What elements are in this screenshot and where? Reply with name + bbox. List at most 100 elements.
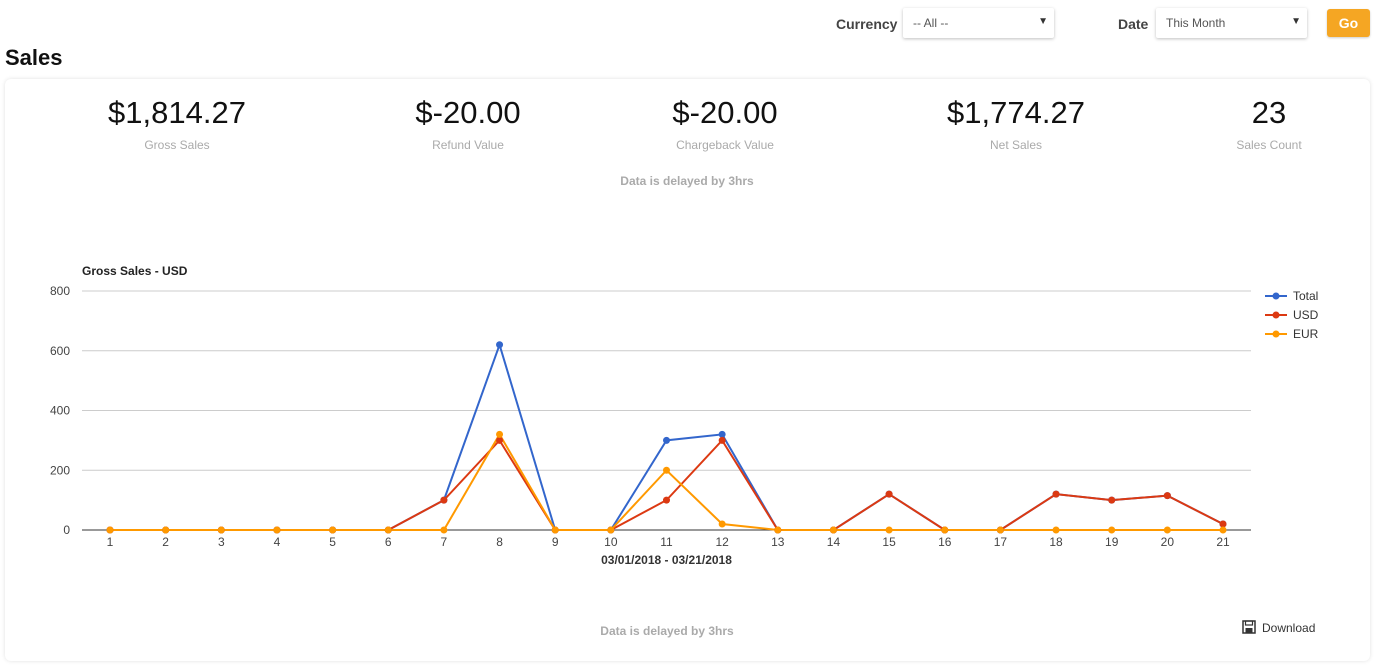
chevron-down-icon: ▼ (1038, 16, 1048, 27)
data-point-eur (941, 526, 949, 534)
sales-card (5, 79, 1370, 661)
metric-gross-sales: $1,814.27 Gross Sales (47, 94, 307, 152)
data-point-eur (440, 526, 448, 534)
x-tick-label: 10 (604, 535, 618, 549)
x-tick-label: 3 (218, 535, 225, 549)
metric-value: $1,774.27 (947, 95, 1085, 130)
y-tick-label: 0 (63, 523, 70, 537)
x-tick-label: 2 (162, 535, 169, 549)
series-line-usd (110, 438, 1224, 531)
data-point-eur (774, 526, 782, 534)
x-tick-label: 7 (441, 535, 448, 549)
legend-marker-eur (1272, 330, 1280, 338)
x-tick-label: 19 (1105, 535, 1119, 549)
currency-select-value: -- All -- (913, 16, 949, 30)
x-tick-label: 11 (660, 535, 673, 549)
chart-title: Gross Sales - USD (82, 264, 188, 278)
page-title: Sales (5, 45, 63, 70)
metric-label: Refund Value (432, 138, 504, 152)
data-point-eur (1052, 526, 1060, 534)
data-point-eur (996, 526, 1004, 534)
data-point-usd (1219, 520, 1227, 528)
data-point-usd (496, 436, 504, 444)
data-point-eur (718, 520, 726, 528)
date-select-value: This Month (1166, 16, 1226, 30)
data-point-usd (663, 496, 670, 504)
legend-marker-usd (1272, 311, 1280, 319)
metric-refund-value: $-20.00 Refund Value (338, 94, 598, 152)
data-point-usd (1163, 492, 1171, 500)
x-tick-label: 15 (882, 535, 896, 549)
data-point-eur (551, 526, 559, 534)
metric-value: $1,814.27 (108, 95, 246, 130)
metric-value: $-20.00 (672, 95, 778, 130)
x-tick-label: 14 (827, 535, 841, 549)
currency-label: Currency (836, 16, 898, 32)
data-point-eur (162, 526, 170, 534)
data-point-eur (663, 466, 670, 474)
data-point-eur (1163, 526, 1171, 534)
x-tick-label: 16 (938, 535, 952, 549)
x-tick-label: 6 (385, 535, 392, 549)
data-point-usd (885, 490, 893, 498)
date-label: Date (1118, 16, 1149, 32)
floppy-disk-icon (1242, 620, 1256, 634)
x-tick-label: 4 (274, 535, 281, 549)
metric-label: Net Sales (989, 138, 1043, 152)
metric-label: Sales Count (1236, 138, 1302, 152)
legend-label-usd: USD (1293, 308, 1319, 322)
data-point-usd (1108, 496, 1116, 504)
data-point-eur (273, 526, 281, 534)
legend-marker-total (1272, 292, 1280, 300)
filter-bar: Currency -- All -- ▼ Date This Month ▼ G… (0, 0, 1392, 48)
metric-label: Gross Sales (144, 138, 210, 152)
x-tick-label: 21 (1216, 535, 1230, 549)
metric-sales-count: 23 Sales Count (1139, 94, 1392, 152)
legend-label-total: Total (1293, 289, 1318, 303)
x-tick-label: 12 (715, 535, 729, 549)
data-point-total (663, 436, 670, 444)
x-tick-label: 8 (496, 535, 503, 549)
x-tick-label: 9 (552, 535, 559, 549)
data-point-eur (106, 526, 114, 534)
y-tick-label: 600 (50, 344, 70, 358)
legend-label-eur: EUR (1293, 327, 1319, 341)
data-point-eur (329, 526, 337, 534)
data-point-usd (1052, 490, 1060, 498)
download-button[interactable]: Download (1242, 620, 1315, 635)
data-point-eur (1108, 526, 1116, 534)
y-tick-label: 400 (50, 404, 70, 418)
x-tick-label: 18 (1049, 535, 1063, 549)
metric-chargeback-value: $-20.00 Chargeback Value (595, 94, 855, 152)
data-point-eur (607, 526, 615, 534)
x-tick-label: 13 (771, 535, 785, 549)
data-point-usd (718, 436, 726, 444)
x-tick-label: 17 (994, 535, 1008, 549)
data-point-eur (1219, 526, 1227, 534)
currency-select[interactable]: -- All -- ▼ (903, 8, 1054, 38)
delay-note-top: Data is delayed by 3hrs (620, 174, 754, 188)
x-tick-label: 1 (107, 535, 114, 549)
y-tick-label: 800 (50, 284, 70, 298)
download-label: Download (1262, 621, 1316, 635)
data-point-eur (885, 526, 893, 534)
data-point-eur (217, 526, 225, 534)
metric-net-sales: $1,774.27 Net Sales (886, 94, 1146, 152)
data-point-total (496, 341, 504, 349)
metric-label: Chargeback Value (676, 138, 774, 152)
go-button[interactable]: Go (1327, 9, 1370, 37)
x-axis-label: 03/01/2018 - 03/21/2018 (601, 553, 732, 567)
data-point-eur (496, 430, 504, 438)
data-point-usd (440, 496, 448, 504)
data-point-eur (384, 526, 392, 534)
x-tick-label: 20 (1161, 535, 1175, 549)
series-line-eur (110, 432, 1223, 531)
data-point-total (718, 430, 726, 438)
date-select[interactable]: This Month ▼ (1156, 8, 1307, 38)
y-tick-label: 200 (50, 463, 70, 477)
delay-note-bottom: Data is delayed by 3hrs (600, 624, 734, 638)
metric-value: 23 (1251, 95, 1287, 130)
chevron-down-icon: ▼ (1291, 16, 1301, 27)
x-tick-label: 5 (329, 535, 336, 549)
